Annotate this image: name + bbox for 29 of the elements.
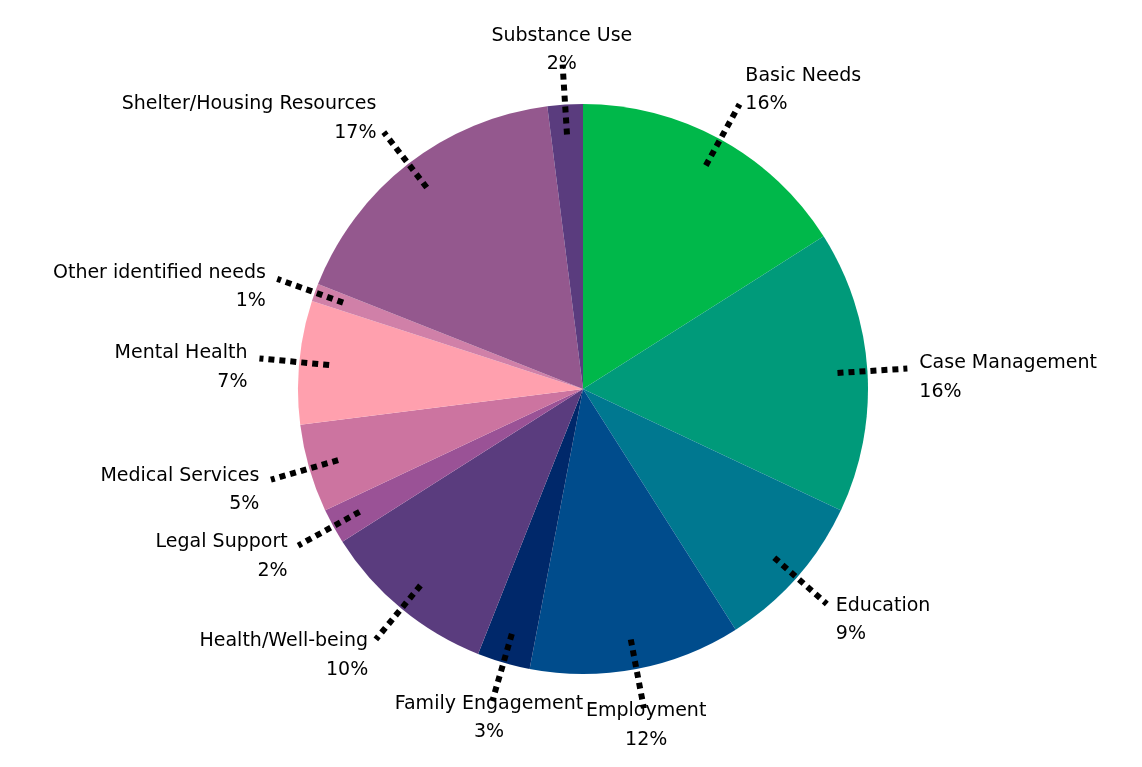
data-label: 16% (919, 378, 962, 401)
slice-label: Legal Support (155, 529, 288, 552)
slice-label: Shelter/Housing Resources (121, 91, 377, 114)
data-label: 9% (835, 621, 866, 644)
data-label: 17% (334, 119, 377, 142)
data-label: 7% (217, 368, 248, 391)
pie-slice (298, 300, 583, 425)
pie-slice (478, 389, 583, 669)
slice-label: Health/Well-being (199, 628, 369, 651)
data-label: 16% (745, 91, 788, 114)
data-label: 2% (257, 558, 288, 580)
slice-label: Mental Health (114, 340, 248, 363)
slice-label: Case Management (919, 350, 1098, 373)
pie-slice (583, 236, 868, 511)
slice-label: Family Engagement (394, 690, 584, 713)
data-label: 1% (235, 288, 266, 311)
slice-label: Employment (585, 698, 707, 721)
slice-label: Substance Use (491, 22, 633, 45)
pie-slice (325, 389, 583, 542)
data-label: 5% (229, 491, 260, 514)
slice-label: Basic Needs (745, 62, 862, 85)
pie-slice (529, 389, 736, 674)
data-label: 3% (473, 719, 505, 742)
slice-label: Medical Services (100, 462, 260, 485)
data-label: 10% (325, 657, 369, 679)
data-label: 2% (546, 51, 577, 74)
data-label: 12% (625, 726, 668, 749)
slice-label: Other identified needs (52, 259, 266, 282)
slice-label: Education (835, 592, 931, 615)
